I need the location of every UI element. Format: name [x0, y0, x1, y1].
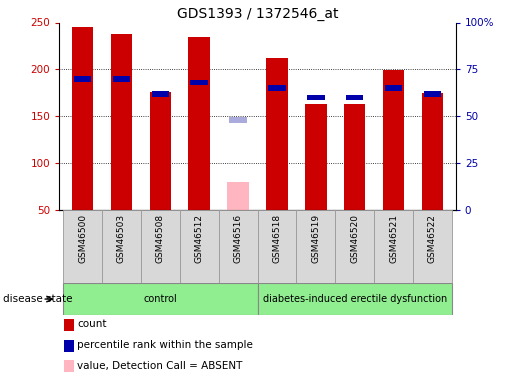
FancyBboxPatch shape — [102, 210, 141, 283]
Bar — [150, 92, 171, 210]
Text: disease state: disease state — [3, 294, 72, 304]
Bar — [422, 93, 443, 210]
Text: GSM46519: GSM46519 — [311, 214, 320, 263]
Text: count: count — [77, 320, 107, 329]
Bar — [383, 70, 404, 210]
Text: diabetes-induced erectile dysfunction: diabetes-induced erectile dysfunction — [263, 294, 447, 304]
Bar — [344, 104, 365, 210]
Bar — [111, 34, 132, 210]
Bar — [424, 91, 441, 97]
Text: GSM46520: GSM46520 — [350, 214, 359, 262]
FancyBboxPatch shape — [374, 210, 413, 283]
Text: percentile rank within the sample: percentile rank within the sample — [77, 340, 253, 350]
FancyBboxPatch shape — [63, 210, 102, 283]
Title: GDS1393 / 1372546_at: GDS1393 / 1372546_at — [177, 8, 338, 21]
Bar — [113, 76, 130, 82]
Bar — [191, 80, 208, 86]
FancyBboxPatch shape — [258, 210, 296, 283]
Bar — [229, 117, 247, 123]
Bar — [307, 95, 324, 100]
FancyBboxPatch shape — [335, 210, 374, 283]
Text: GSM46518: GSM46518 — [272, 214, 281, 263]
Text: GSM46522: GSM46522 — [428, 214, 437, 262]
Text: GSM46508: GSM46508 — [156, 214, 165, 263]
FancyBboxPatch shape — [296, 210, 335, 283]
FancyBboxPatch shape — [180, 210, 219, 283]
Bar — [151, 91, 169, 97]
Text: GSM46512: GSM46512 — [195, 214, 204, 262]
Text: GSM46500: GSM46500 — [78, 214, 87, 263]
Bar — [74, 76, 91, 82]
Bar — [266, 58, 288, 210]
Bar — [227, 182, 249, 210]
Text: value, Detection Call = ABSENT: value, Detection Call = ABSENT — [77, 361, 243, 370]
Text: control: control — [144, 294, 177, 304]
FancyBboxPatch shape — [258, 283, 452, 315]
Text: GSM46503: GSM46503 — [117, 214, 126, 263]
Bar — [188, 37, 210, 210]
Text: GSM46521: GSM46521 — [389, 214, 398, 262]
Bar — [385, 86, 402, 91]
Bar — [346, 95, 364, 100]
Text: GSM46516: GSM46516 — [234, 214, 243, 263]
Bar — [72, 27, 93, 210]
Bar — [305, 104, 327, 210]
FancyBboxPatch shape — [413, 210, 452, 283]
FancyBboxPatch shape — [63, 283, 258, 315]
FancyBboxPatch shape — [219, 210, 258, 283]
Bar — [268, 86, 286, 91]
FancyBboxPatch shape — [141, 210, 180, 283]
